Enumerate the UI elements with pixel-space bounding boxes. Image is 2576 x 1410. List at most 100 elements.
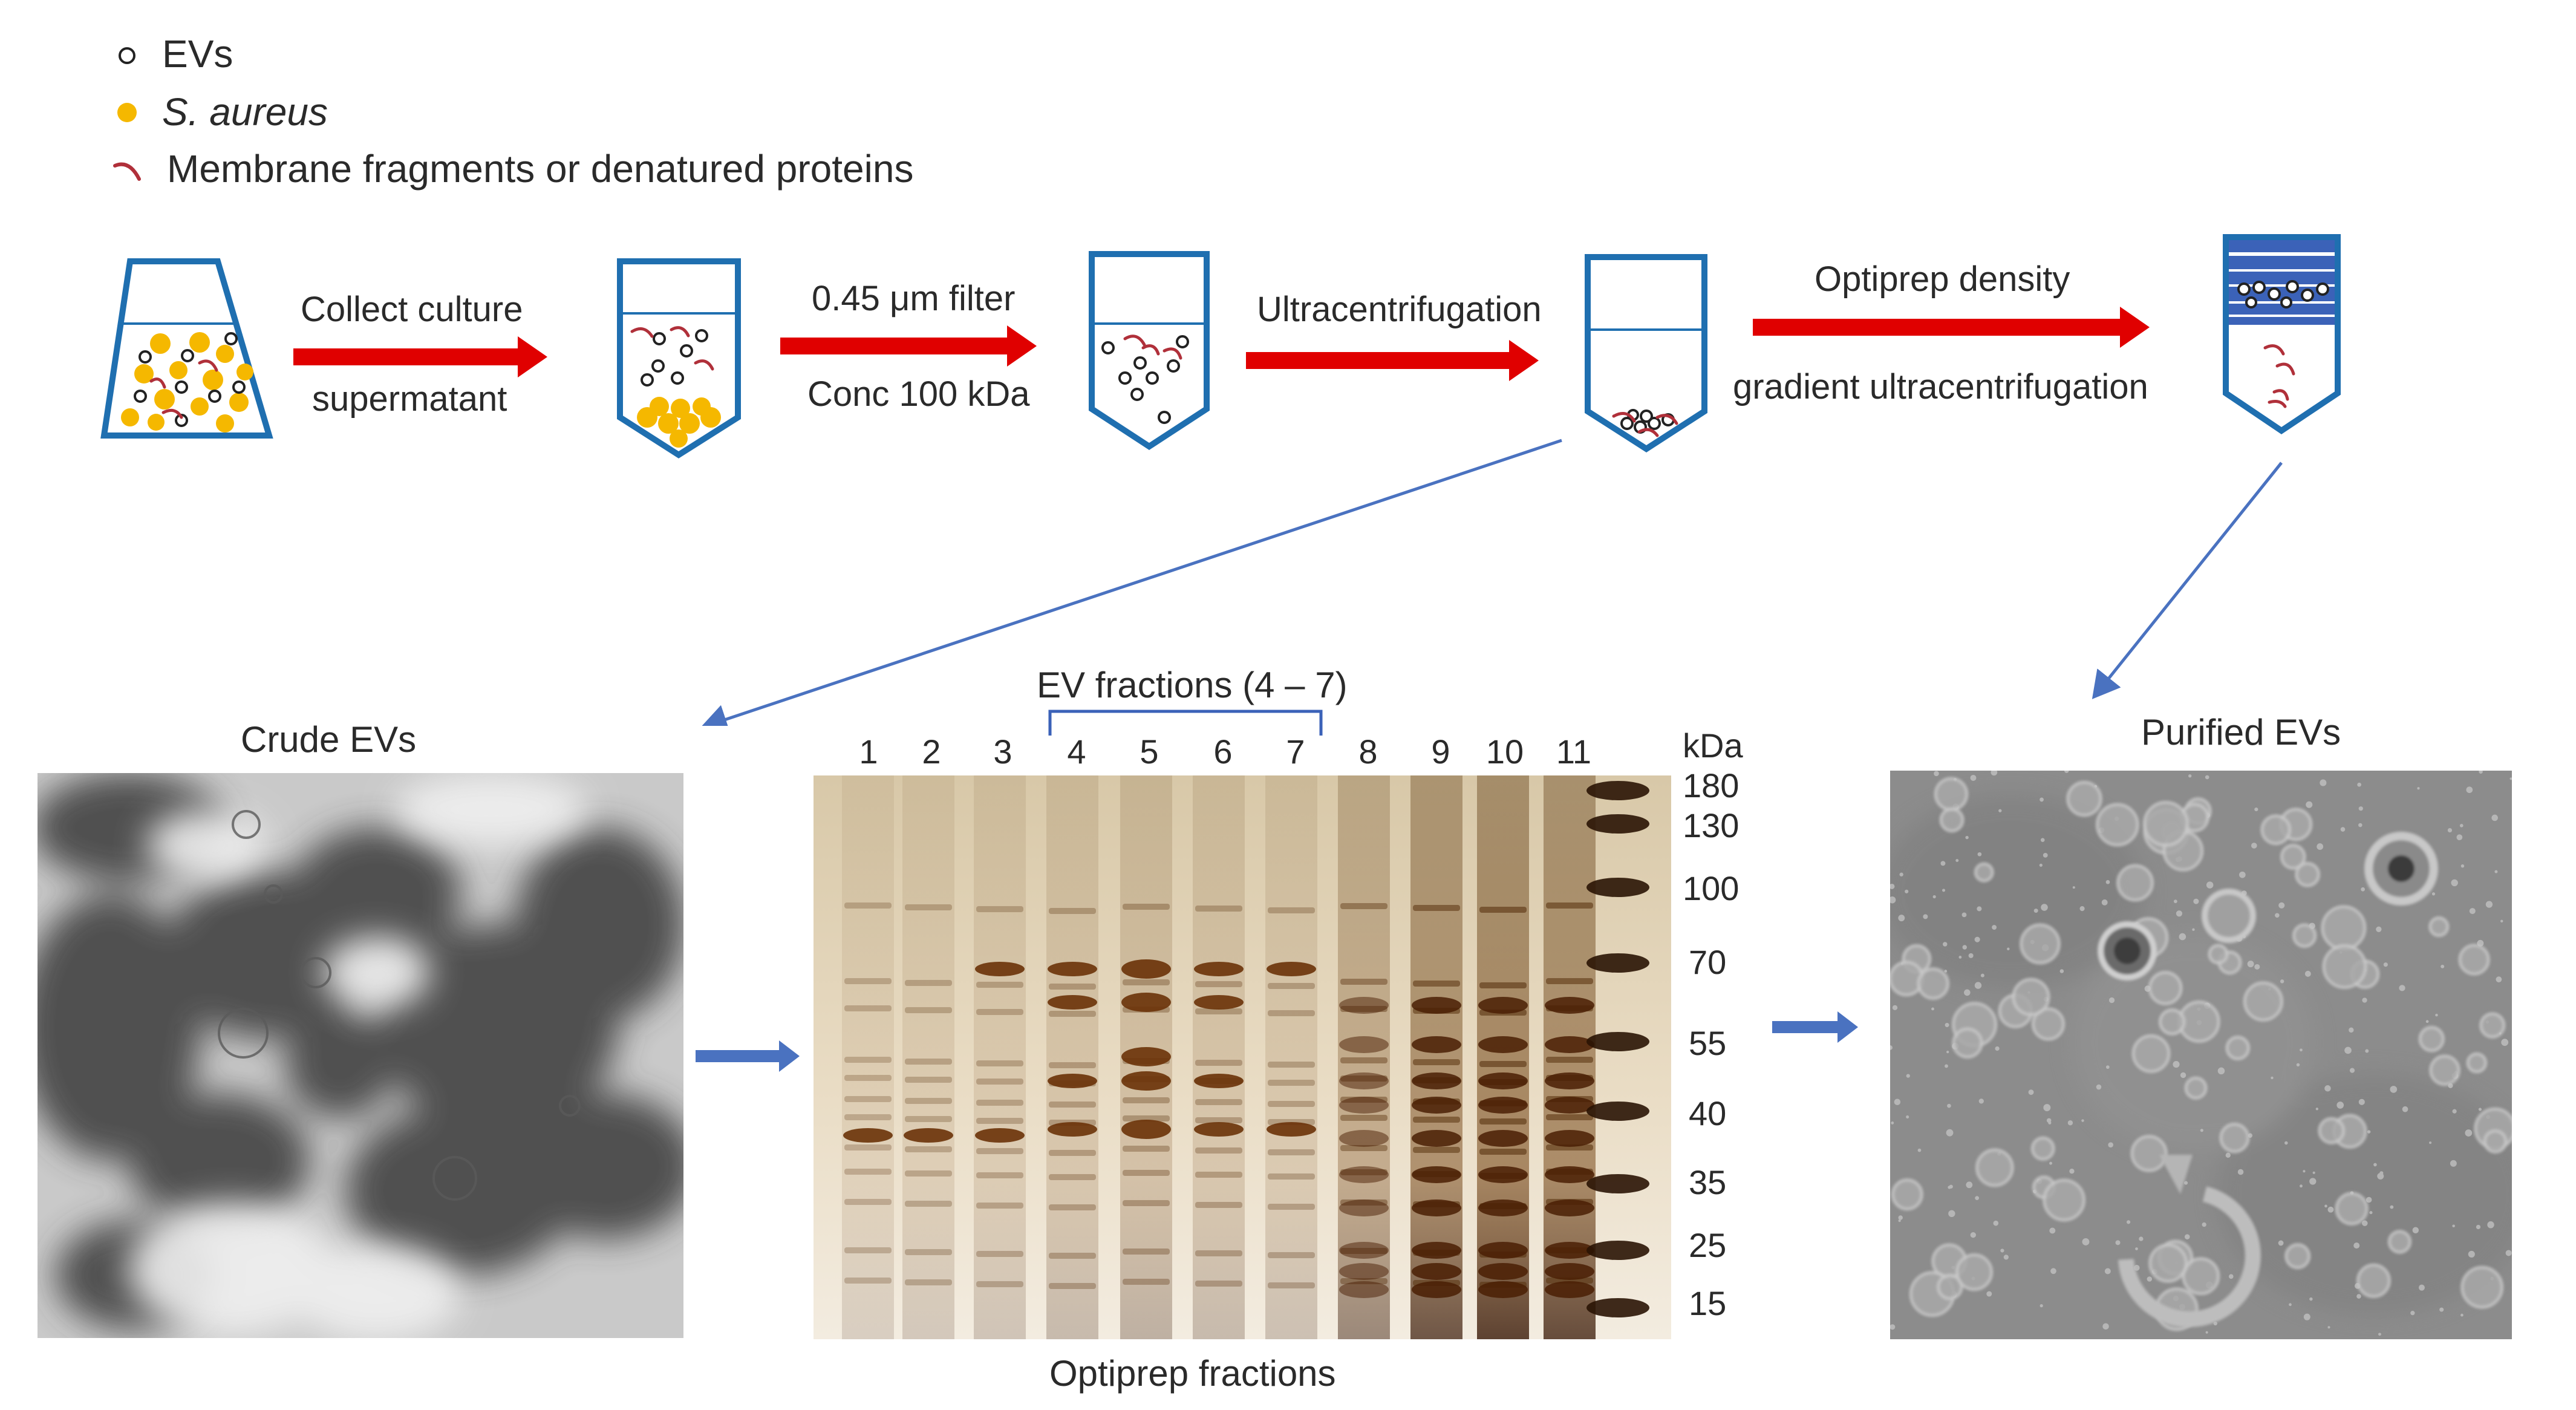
- gel-band: [1340, 903, 1387, 909]
- gel-band-strong: [1545, 997, 1594, 1014]
- gel-band-strong: [1339, 1242, 1389, 1259]
- vesicle: [2116, 864, 2154, 902]
- background-speck: [2225, 1152, 2231, 1158]
- gel-band: [905, 980, 952, 986]
- vesicle: [1974, 862, 1994, 883]
- background-speck: [1998, 809, 2002, 812]
- background-speck: [1905, 889, 1909, 893]
- vesicle: [2158, 1008, 2186, 1036]
- background-speck: [2447, 827, 2453, 833]
- background-speck: [2378, 1333, 2381, 1336]
- gel-band-strong: [1478, 1242, 1528, 1259]
- gel-band: [1413, 981, 1460, 987]
- gel-band: [1268, 1173, 1315, 1180]
- gel-band-strong: [1412, 1036, 1461, 1053]
- workflow-diagram: [100, 234, 2341, 726]
- vesicle: [2280, 843, 2306, 870]
- gel-band: [1049, 1011, 1096, 1017]
- background-speck: [1942, 889, 1946, 892]
- background-speck: [2039, 863, 2043, 867]
- gel-band-strong: [1545, 1072, 1594, 1089]
- background-speck: [2362, 997, 2367, 1003]
- gel-band: [1123, 1115, 1170, 1121]
- background-speck: [2465, 1129, 2473, 1137]
- background-speck: [2135, 1247, 2138, 1250]
- background-speck: [1906, 1115, 1909, 1119]
- gel-band: [905, 1077, 952, 1083]
- gel-band-strong: [1478, 1199, 1528, 1216]
- gradient-tube-icon: [2223, 234, 2341, 435]
- marker-band: [1586, 953, 1649, 973]
- background-speck: [1931, 1007, 1934, 1011]
- gel-band: [976, 1118, 1023, 1124]
- background-speck: [2362, 1220, 2368, 1226]
- background-speck: [2459, 824, 2464, 827]
- vesicle: [2043, 1178, 2086, 1222]
- background-speck: [1890, 1045, 1893, 1050]
- background-speck: [1932, 895, 1936, 899]
- gel-band-strong: [1412, 1242, 1461, 1259]
- gel-band: [905, 1201, 952, 1207]
- marker-band: [1586, 1298, 1649, 1317]
- background-speck: [2254, 964, 2260, 970]
- gel-band: [844, 1114, 892, 1120]
- marker-label: 25: [1689, 1226, 1727, 1264]
- purified-evs-micrograph: [1890, 771, 2512, 1339]
- background-speck: [2361, 887, 2366, 892]
- background-speck: [2369, 1211, 2373, 1215]
- background-speck: [2466, 786, 2473, 794]
- background-speck: [2418, 1284, 2425, 1291]
- background-speck: [1977, 852, 1982, 857]
- gel-band: [1195, 1008, 1242, 1014]
- vesicle: [2429, 1054, 2460, 1086]
- vesicle: [2130, 1135, 2168, 1172]
- background-speck: [2309, 1178, 2317, 1185]
- gel-band: [905, 1007, 952, 1013]
- ev-fractions-label: EV fractions (4 – 7): [1037, 665, 1348, 705]
- background-speck: [1995, 1046, 2000, 1051]
- background-speck: [1894, 1098, 1901, 1105]
- marker-band: [1586, 1241, 1649, 1260]
- background-speck: [2239, 871, 2246, 878]
- gel-caption: Optiprep fractions: [1049, 1353, 1336, 1394]
- background-speck: [2271, 1076, 2274, 1080]
- gel-band: [1195, 1250, 1242, 1256]
- gel-band-strong: [1478, 997, 1528, 1014]
- background-speck: [2101, 899, 2108, 906]
- gel-band: [1049, 1062, 1096, 1068]
- gel-band: [1195, 1172, 1242, 1178]
- gel-band: [1479, 1118, 1527, 1124]
- gel-band-strong: [1194, 1074, 1244, 1088]
- background-speck: [2082, 1238, 2090, 1245]
- yellow-dot-icon: [117, 103, 137, 122]
- gel-band-strong: [1194, 1122, 1244, 1137]
- background-speck: [2183, 1181, 2188, 1185]
- gel-band: [1195, 981, 1242, 987]
- marker-band: [1586, 814, 1649, 834]
- background-speck: [1945, 1023, 1949, 1028]
- background-speck: [2373, 1163, 2377, 1167]
- gel-band: [1413, 1147, 1460, 1153]
- background-speck: [2509, 777, 2512, 780]
- background-speck: [1898, 1219, 1901, 1222]
- gel-band: [1123, 1097, 1170, 1103]
- background-speck: [2206, 881, 2214, 889]
- gel-band-strong: [1545, 1281, 1594, 1298]
- step2-top-label: 0.45 μm filter: [812, 279, 1016, 318]
- vesicle: [2148, 1243, 2188, 1283]
- background-speck: [2460, 864, 2465, 868]
- background-speck: [2476, 1224, 2481, 1230]
- background-speck: [2180, 1072, 2186, 1079]
- background-speck: [1890, 1324, 1896, 1330]
- gel-band: [1546, 978, 1593, 984]
- step4-top-label: Optiprep density: [1815, 259, 2070, 299]
- background-speck: [2192, 928, 2195, 932]
- background-speck: [1944, 970, 1948, 973]
- background-speck: [2254, 807, 2258, 812]
- background-speck: [2365, 1049, 2369, 1053]
- gel-band: [1268, 1101, 1315, 1107]
- background-speck: [2043, 852, 2048, 858]
- gel-band-strong: [1478, 1036, 1528, 1053]
- background-speck: [2105, 1065, 2110, 1069]
- background-speck: [2491, 814, 2498, 821]
